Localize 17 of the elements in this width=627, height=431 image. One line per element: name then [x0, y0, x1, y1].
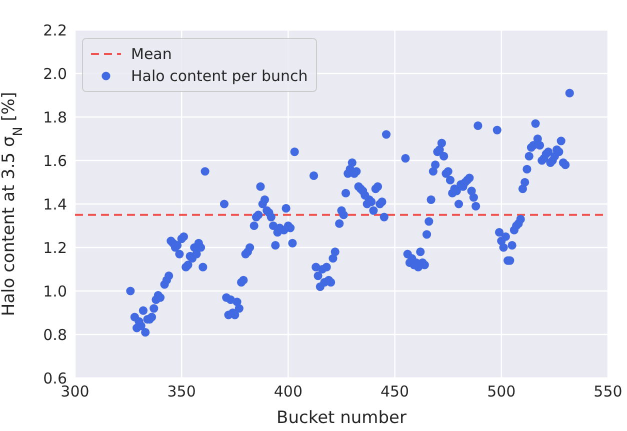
- legend-label: Mean: [131, 45, 172, 63]
- y-tick-label: 2.2: [43, 21, 67, 40]
- y-tick-label: 2.0: [43, 64, 67, 83]
- x-axis-title: Bucket number: [276, 408, 406, 428]
- y-tick-label: 1.2: [43, 238, 67, 257]
- y-tick-label: 1.8: [43, 108, 67, 126]
- y-tick-label: 1.4: [43, 195, 67, 214]
- x-tick-label: 400: [274, 382, 303, 401]
- legend-label: Halo content per bunch: [131, 67, 308, 85]
- x-tick-label: 550: [594, 382, 622, 401]
- x-tick-label: 450: [380, 382, 410, 401]
- x-tick-label: 300: [60, 382, 90, 401]
- y-tick-label: 0.8: [43, 326, 67, 344]
- x-tick-label: 350: [167, 382, 196, 401]
- y-tick-label: 1.6: [43, 152, 67, 170]
- y-tick-label: 1.0: [43, 282, 67, 300]
- x-tick-label: 500: [487, 382, 516, 401]
